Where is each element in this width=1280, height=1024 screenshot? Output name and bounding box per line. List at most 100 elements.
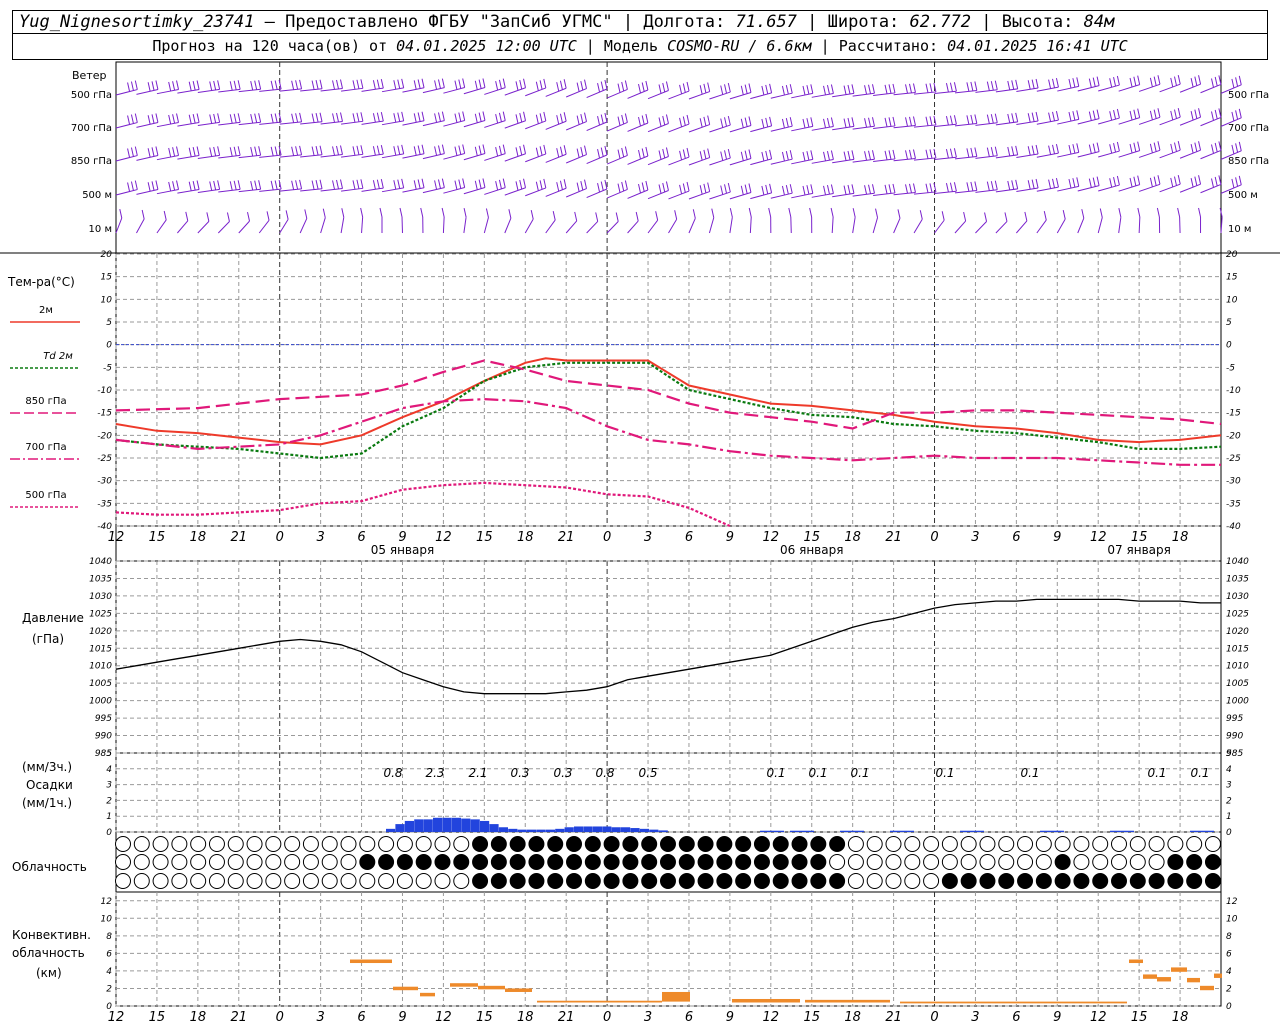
wind-barb-flag — [1231, 178, 1235, 189]
wind-barb-flag — [1157, 175, 1161, 185]
cloud-cover-circle — [1148, 854, 1165, 870]
wind-barb — [954, 156, 977, 160]
wind-barb-flag — [826, 85, 830, 95]
cloud-cover-circle — [509, 836, 526, 852]
wind-barb — [545, 87, 567, 97]
wind-barb-flag — [624, 113, 628, 123]
wind-barb-flag — [769, 149, 773, 159]
wind-barb-flag — [963, 211, 967, 222]
wind-barb-flag — [319, 79, 323, 89]
wind-barb — [525, 153, 546, 163]
wind-barb — [361, 87, 384, 92]
wind-barb-flag — [933, 148, 937, 159]
wind-barb-flag — [912, 116, 916, 126]
wind-barb-flag — [1137, 175, 1141, 185]
wind-barb-flag — [929, 149, 933, 159]
x-tick-label: 21 — [885, 1010, 902, 1024]
wind-barb-flag — [953, 148, 957, 158]
cloud-cover-circle — [1073, 836, 1090, 852]
precip-bar — [498, 827, 508, 832]
wind-barb — [238, 88, 261, 93]
wind-barb-flag — [994, 80, 998, 90]
date-label: 05 января — [371, 543, 434, 557]
wind-barb-flag — [233, 146, 237, 156]
cloud-cover-circle — [1167, 854, 1184, 870]
wind-barb-flag — [580, 181, 584, 191]
precip-bar — [760, 830, 784, 832]
wind-barb-flag — [397, 179, 401, 189]
wind-barb — [791, 158, 813, 165]
cloud-cover-circle — [321, 873, 338, 889]
wind-barb — [238, 220, 250, 234]
x-tick-label: 18 — [844, 1010, 861, 1024]
y-tick-label: -40 — [1226, 522, 1241, 532]
wind-barb-flag — [356, 145, 360, 155]
wind-barb-flag — [1211, 178, 1214, 188]
wind-barb-flag — [539, 113, 543, 123]
wind-barb-flag — [1137, 75, 1141, 85]
x-tick-label: 6 — [357, 530, 365, 545]
wind-barb-flag — [176, 180, 180, 190]
cloud-cover-circle — [340, 836, 357, 852]
wind-barb — [340, 217, 345, 234]
wind-barb-flag — [196, 80, 200, 90]
wind-barb-flag — [1174, 176, 1177, 186]
y-tick-label: 2 — [106, 796, 112, 806]
y-tick-label: 1040 — [1226, 557, 1249, 567]
wind-barb-flag — [810, 150, 814, 160]
cloud-cover-circle — [265, 836, 282, 852]
model-label: Модель — [603, 37, 659, 55]
cloud-cover-circle — [1035, 854, 1052, 870]
wind-barb-flag — [974, 181, 978, 191]
wind-barb-flag — [237, 113, 241, 123]
header-line-1: Yug_Nignesortimky_23741 — Предоставлено … — [12, 10, 1268, 34]
wind-barb-flag — [658, 117, 662, 127]
wind-barb-flag — [892, 116, 896, 127]
wind-barb — [115, 122, 138, 129]
x-tick-label: 15 — [1131, 530, 1148, 545]
wind-barb-flag — [1015, 112, 1019, 122]
wind-barb-flag — [299, 179, 303, 190]
cloud-cover-circle — [923, 873, 940, 889]
wind-barb-flag — [192, 114, 196, 124]
wind-barb-flag — [912, 183, 916, 193]
wind-barb-flag — [539, 180, 543, 190]
cloud-cover-circle — [246, 836, 263, 852]
wind-barb-flag — [258, 146, 262, 156]
wind-barb — [1200, 183, 1222, 194]
wind-barb-flag — [933, 182, 937, 193]
wind-barb-flag — [888, 84, 892, 94]
wind-barb — [852, 192, 875, 197]
cloud-cover-circle — [415, 873, 432, 889]
wind-barb-flag — [1133, 76, 1137, 86]
wind-barb — [279, 154, 302, 158]
wind-barb-flag — [830, 184, 834, 194]
cloud-cover-circle — [302, 854, 319, 870]
wind-barb-flag — [217, 113, 221, 123]
wind-level-label: 500 гПа — [1228, 90, 1269, 101]
wind-barb — [238, 188, 261, 193]
wind-barb-flag — [319, 145, 323, 155]
wind-barb-flag — [274, 146, 278, 156]
wind-barb — [606, 189, 628, 199]
wind-barb-flag — [168, 181, 172, 192]
cloud-cover-circle — [566, 854, 583, 870]
y-tick-label: 985 — [95, 749, 112, 759]
wind-barb-flag — [781, 151, 785, 162]
cloud-cover-circle — [641, 854, 658, 870]
wind-barb-flag — [806, 85, 810, 95]
wind-barb-flag — [679, 84, 683, 95]
wind-barb — [627, 155, 649, 165]
wind-barb-flag — [1198, 108, 1202, 118]
wind-barb — [1200, 116, 1222, 127]
wind-barb-flag — [311, 80, 315, 90]
wind-barb-flag — [291, 146, 295, 156]
y-tick-label: -40 — [97, 522, 112, 532]
wind-barb — [1016, 187, 1039, 193]
y-tick-label: 10 — [1226, 914, 1238, 924]
wind-barb — [402, 153, 425, 159]
wind-barb-flag — [519, 79, 523, 90]
wind-barb-flag — [1238, 175, 1242, 185]
cloud-cover-circle — [1017, 836, 1034, 852]
wind-barb-flag — [1113, 143, 1117, 153]
